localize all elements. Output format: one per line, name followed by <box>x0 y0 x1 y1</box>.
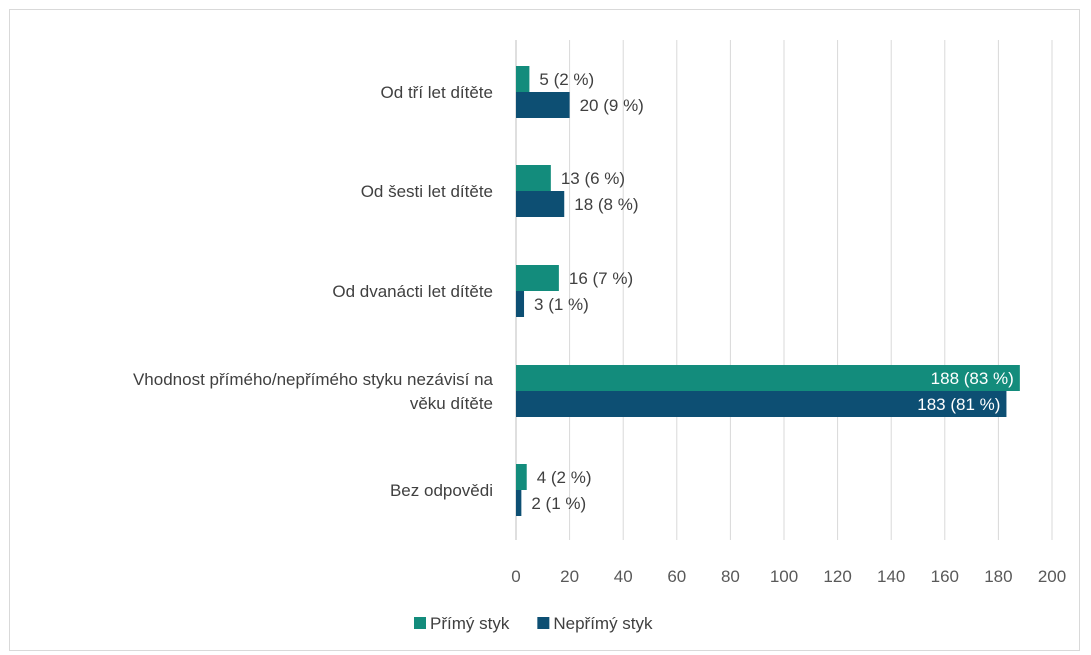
gridlines <box>515 40 1053 540</box>
bars: 5 (2 %) 13 (6 %) 16 (7 %) 188 (83 %) 4 (2 %)… <box>516 66 1020 516</box>
chart-frame <box>9 9 1080 651</box>
category-label: věku dítěte <box>410 394 493 413</box>
x-tick-label: 0 <box>511 567 520 586</box>
bar <box>516 490 522 516</box>
data-label: 2 (1 %) <box>531 494 586 513</box>
bar <box>516 165 551 191</box>
bar <box>516 66 530 92</box>
legend-swatch <box>537 617 550 629</box>
bar <box>516 391 1007 417</box>
x-tick-label: 100 <box>770 567 798 586</box>
data-label: 188 (83 %) <box>931 369 1014 388</box>
category-label: Od tří let dítěte <box>381 83 493 102</box>
category-labels: Od tří let dítěte Od šesti let dítěte Od d… <box>133 83 494 500</box>
legend: Přímý styk Nepřímý styk <box>414 614 653 633</box>
legend-swatch <box>414 617 426 629</box>
x-tick-labels: 0 20 40 60 80 100 120 140 160 180 200 <box>511 567 1066 586</box>
category-label: Vhodnost přímého/nepřímého styku nezávis… <box>133 370 494 389</box>
legend-label: Přímý styk <box>430 614 510 633</box>
x-tick-label: 20 <box>560 567 579 586</box>
bar <box>516 265 559 291</box>
data-label: 183 (81 %) <box>917 395 1000 414</box>
bar <box>516 464 527 490</box>
data-label: 18 (8 %) <box>574 195 638 214</box>
x-tick-label: 180 <box>984 567 1012 586</box>
x-tick-label: 160 <box>931 567 959 586</box>
bar <box>516 191 565 217</box>
bar <box>516 291 525 317</box>
bar <box>516 92 570 118</box>
x-tick-label: 200 <box>1038 567 1066 586</box>
x-tick-label: 40 <box>614 567 633 586</box>
data-label: 5 (2 %) <box>539 70 594 89</box>
data-label: 20 (9 %) <box>580 96 644 115</box>
bar <box>516 365 1020 391</box>
data-label: 13 (6 %) <box>561 169 625 188</box>
category-label: Od šesti let dítěte <box>361 182 493 201</box>
data-label: 4 (2 %) <box>537 468 592 487</box>
x-tick-label: 80 <box>721 567 740 586</box>
data-label: 16 (7 %) <box>569 269 633 288</box>
x-tick-label: 140 <box>877 567 905 586</box>
data-label: 3 (1 %) <box>534 295 589 314</box>
category-label: Od dvanácti let dítěte <box>332 282 493 301</box>
category-label: Bez odpovědi <box>390 481 493 500</box>
x-tick-label: 60 <box>667 567 686 586</box>
legend-label: Nepřímý styk <box>553 614 653 633</box>
x-tick-label: 120 <box>823 567 851 586</box>
